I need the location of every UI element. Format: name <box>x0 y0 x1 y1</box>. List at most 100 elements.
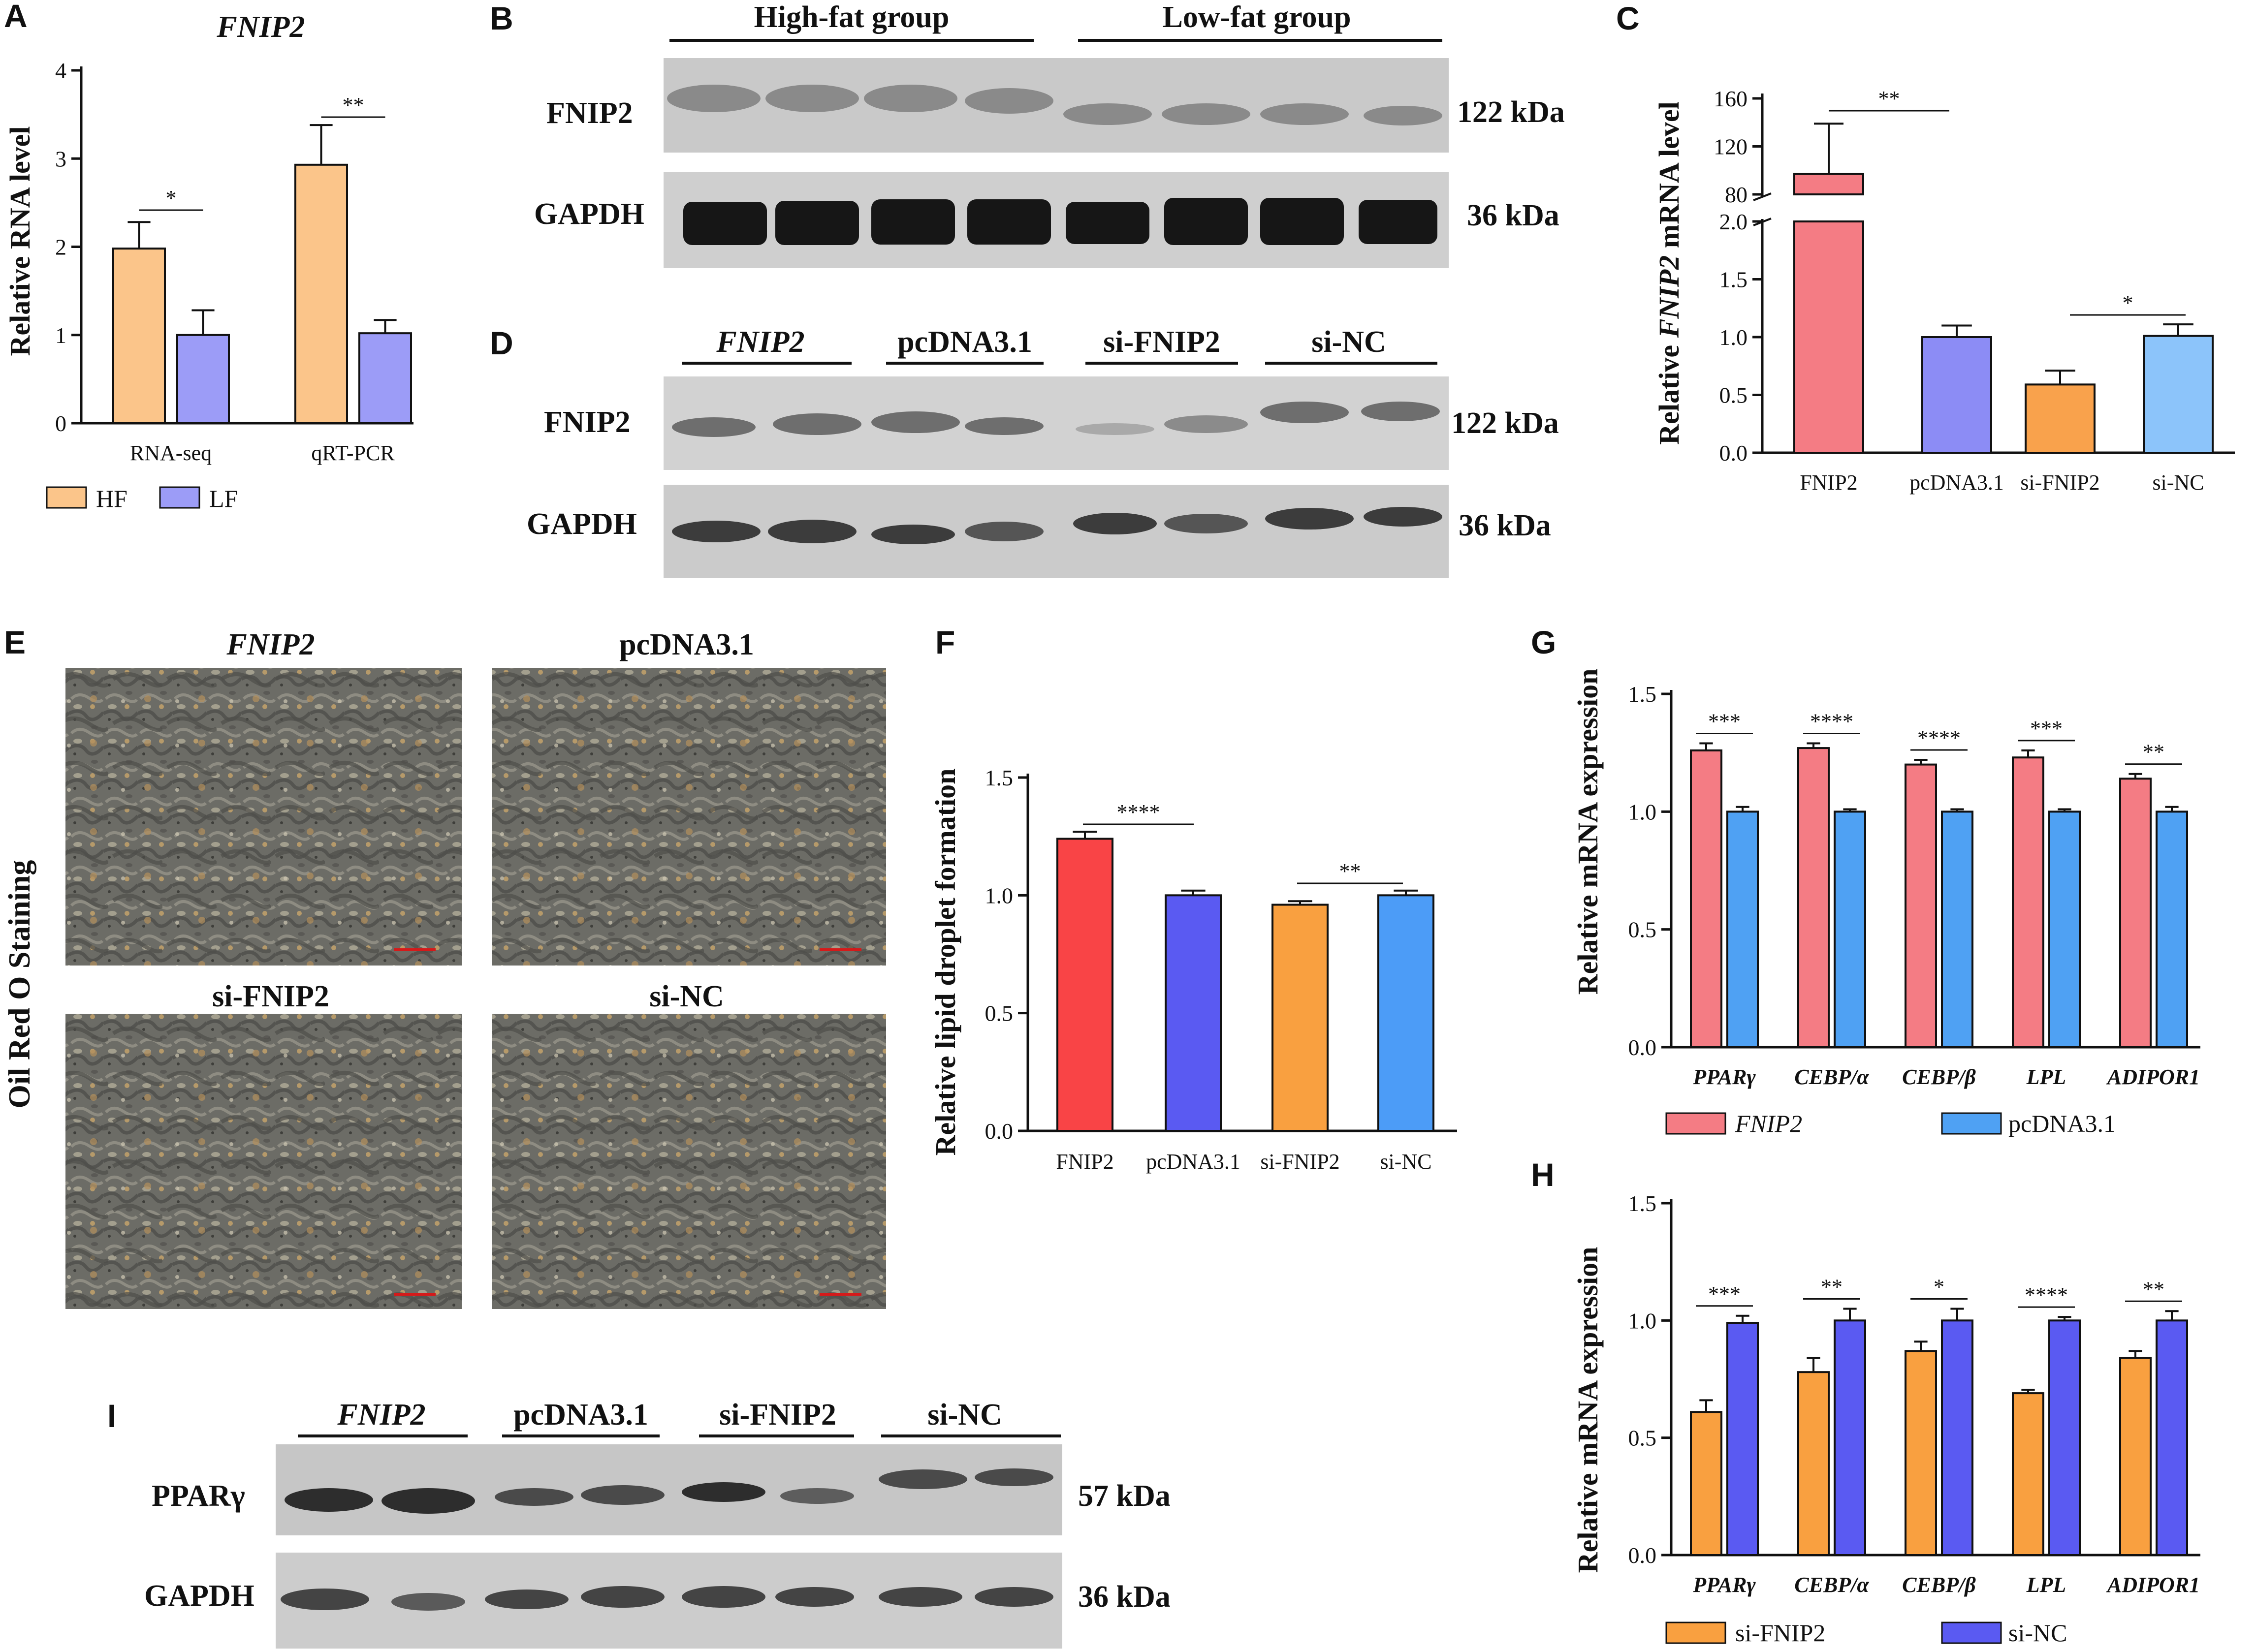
c-ytick-label: 0.0 <box>1719 440 1748 466</box>
c-axis-break-mark <box>1753 218 1772 226</box>
panel-a-ylabel: Relative RNA level <box>4 126 36 356</box>
sig-a-2: ** <box>343 93 364 117</box>
panel-label-e: E <box>4 624 26 660</box>
panel-label-h: H <box>1531 1156 1555 1193</box>
blot-b-bands-2 <box>683 198 1437 245</box>
legend-h-swatch-1 <box>1665 1621 1726 1644</box>
bar-a-lf-2 <box>358 332 412 424</box>
c-ytick-label: 80 <box>1725 182 1748 207</box>
blot-i-group-1: FNIP2 <box>337 1398 425 1432</box>
blot-i-row-1-size: 57 kDa <box>1078 1479 1171 1513</box>
legend-h-label-1: si-FNIP2 <box>1735 1619 1825 1647</box>
panel-b-blot: High-fat group Low-fat group FNIP2 122 k… <box>534 0 1565 268</box>
sig-g-5: ** <box>2143 740 2164 764</box>
blot-i-row-1-label: PPARγ <box>152 1479 245 1513</box>
category-h-5: ADIPOR1 <box>2106 1573 2200 1597</box>
blot-d-group-4: si-NC <box>1311 325 1386 359</box>
category-f-1: FNIP2 <box>1056 1150 1113 1174</box>
chart_data.4-ytick-label: 1.5 <box>1628 1191 1657 1216</box>
category-c-1: FNIP2 <box>1800 470 1857 495</box>
sig-h-3: * <box>1934 1275 1944 1299</box>
panel-d-blot: FNIP2 pcDNA3.1 si-FNIP2 si-NC FNIP2 122 … <box>527 325 1559 578</box>
chart_data.0-ytick-label: 1 <box>55 323 66 348</box>
category-g-3: CEBP/β <box>1902 1065 1976 1089</box>
chart_data.2-ytick-label: 0.5 <box>985 1001 1014 1026</box>
panel-label-f: F <box>935 624 955 660</box>
c-ytick-label: 120 <box>1714 134 1748 159</box>
panel-label-b: B <box>490 0 513 36</box>
sig-h-2: ** <box>1821 1275 1843 1299</box>
bar-g-s1-5 <box>2119 778 2152 1048</box>
legend-a-swatch-hf <box>46 486 87 509</box>
sig-c-1: ** <box>1878 87 1900 111</box>
legend-g-swatch-1 <box>1665 1112 1726 1135</box>
bar-c-1-lower <box>1793 220 1864 454</box>
bar-h-s1-2 <box>1797 1371 1830 1556</box>
chart_data.0-ytick-label: 0 <box>55 411 66 436</box>
bar-c-1-upper <box>1793 173 1864 195</box>
category-a-1: RNA-seq <box>130 441 212 465</box>
micrograph-4-title: si-NC <box>649 980 724 1013</box>
bar-a-hf-2 <box>294 163 348 424</box>
chart_data.0-ytick-label: 4 <box>55 58 66 83</box>
bar-f-1 <box>1056 838 1113 1132</box>
bar-c-3 <box>2025 383 2096 454</box>
panel-e-side-label: Oil Red O Staining <box>3 860 36 1109</box>
bar-a-lf-1 <box>176 334 230 424</box>
category-g-2: CEBP/α <box>1794 1065 1869 1089</box>
bar-c-2 <box>1921 336 1992 454</box>
blot-d-row-1-size: 122 kDa <box>1451 406 1559 440</box>
blot-i-group-2: pcDNA3.1 <box>513 1398 648 1432</box>
legend-g-swatch-2 <box>1941 1112 2002 1135</box>
chart_data.3-ytick-label: 0.5 <box>1628 917 1657 942</box>
bar-h-s1-1 <box>1690 1411 1722 1557</box>
blot-d-group-3: si-FNIP2 <box>1103 325 1220 359</box>
sig-h-4: **** <box>2025 1283 2068 1307</box>
blot-d-group-2: pcDNA3.1 <box>897 325 1032 359</box>
blot-b-row-1-size: 122 kDa <box>1457 95 1565 129</box>
legend-a-swatch-lf <box>159 486 200 509</box>
legend-a-label-lf: LF <box>209 485 238 512</box>
bar-g-s2-1 <box>1726 810 1759 1049</box>
panel-h-chart: Relative mRNA expression 0.00.51.01.5***… <box>1572 1191 2200 1647</box>
panel-f-ylabel: Relative lipid droplet formation <box>929 769 961 1156</box>
chart_data.2-ytick-label: 1.0 <box>985 883 1014 908</box>
legend-g-label-2: pcDNA3.1 <box>2008 1110 2116 1137</box>
blot-d-row-2-size: 36 kDa <box>1459 509 1551 542</box>
legend-a-label-hf: HF <box>96 485 127 512</box>
bar-g-s2-3 <box>1941 810 1973 1049</box>
sig-c-2: * <box>2123 291 2133 315</box>
panel-label-c: C <box>1616 0 1640 36</box>
panel-c-chart: Relative FNIP2 mRNA level 0.0 0.5 1.0 1.5 2.… <box>1653 86 2235 495</box>
sig-g-2: **** <box>1810 710 1853 734</box>
sig-f-2: ** <box>1339 859 1361 883</box>
category-f-3: si-FNIP2 <box>1260 1150 1339 1174</box>
legend-h-label-2: si-NC <box>2008 1619 2067 1647</box>
sig-g-3: **** <box>1917 726 1961 750</box>
blot-b-row-1-label: FNIP2 <box>546 96 633 130</box>
micrograph-1-title: FNIP2 <box>226 628 315 661</box>
category-f-4: si-NC <box>1380 1150 1431 1174</box>
c-ytick-label: 1.5 <box>1719 267 1748 292</box>
category-c-2: pcDNA3.1 <box>1909 470 2004 495</box>
panel-label-d: D <box>490 325 513 361</box>
c-ytick-label: 160 <box>1714 86 1748 111</box>
c-ytick-label: 2.0 <box>1719 209 1748 234</box>
sig-a-1: * <box>166 186 177 210</box>
panel-c-ylabel: Relative FNIP2 mRNA level <box>1653 101 1685 445</box>
chart_data.4-ytick-label: 1.0 <box>1628 1308 1657 1333</box>
blot-b-row-2-size: 36 kDa <box>1467 199 1559 232</box>
chart_data.3-ytick-label: 1.5 <box>1628 682 1657 707</box>
chart_data.4-ytick-label: 0.5 <box>1628 1426 1657 1451</box>
category-g-1: PPARγ <box>1692 1065 1756 1089</box>
chart_data.2-ytick-label: 1.5 <box>985 765 1014 790</box>
blot-d-row-2-label: GAPDH <box>527 507 637 541</box>
sig-g-4: *** <box>2030 717 2063 741</box>
bar-g-s1-1 <box>1690 749 1722 1048</box>
category-c-3: si-FNIP2 <box>2020 470 2099 495</box>
bar-h-s2-2 <box>1834 1319 1866 1556</box>
panel-e-images: Oil Red O Staining FNIP2 pcDNA3.1 si-FNI… <box>3 628 886 1309</box>
category-g-4: LPL <box>2026 1065 2066 1089</box>
bar-h-s2-4 <box>2048 1319 2081 1556</box>
category-h-1: PPARγ <box>1692 1573 1756 1597</box>
